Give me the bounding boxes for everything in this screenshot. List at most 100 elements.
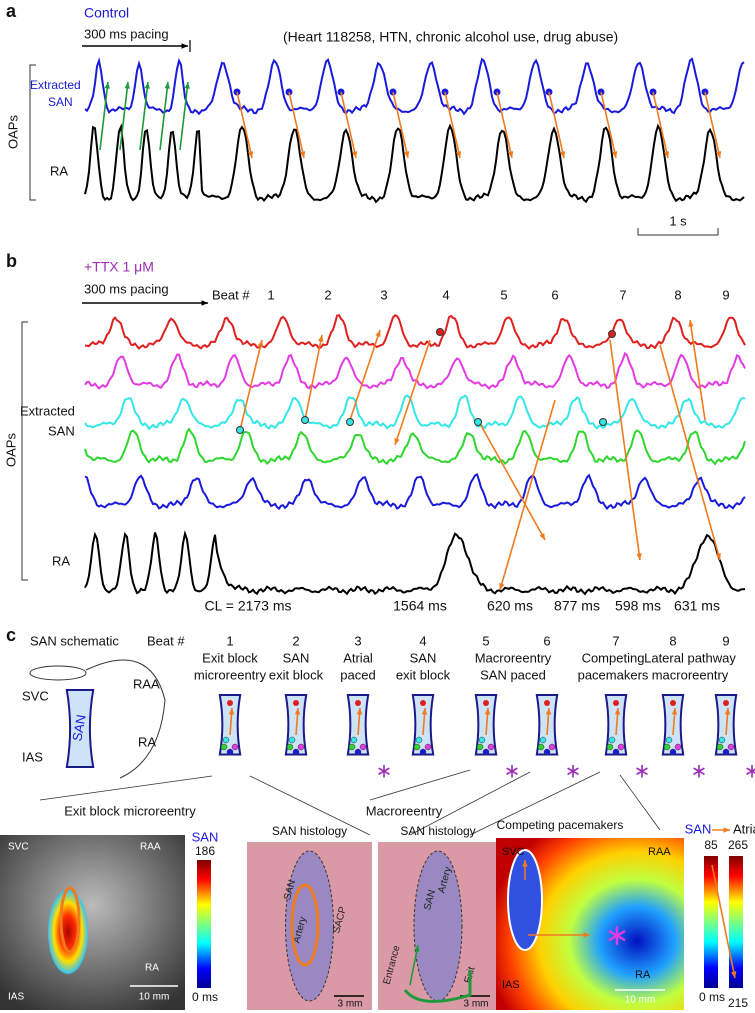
cycle-length: 620 ms <box>487 598 533 614</box>
arrowhead <box>715 553 721 560</box>
asterisk: ∗ <box>565 760 582 782</box>
line <box>499 399 556 591</box>
arrowhead <box>228 708 235 715</box>
label: 3 mm <box>338 999 363 1010</box>
line <box>548 91 565 159</box>
dot <box>718 736 726 744</box>
asterisk: ∗ <box>376 760 393 782</box>
line <box>392 91 409 159</box>
dot <box>420 700 426 706</box>
label: 0 ms <box>699 990 725 1004</box>
arrowhead <box>414 945 420 952</box>
line <box>394 339 431 446</box>
bracket <box>29 64 36 201</box>
arrowhead <box>539 533 545 540</box>
dot <box>674 743 682 751</box>
label: 85 <box>704 838 718 852</box>
line <box>179 81 189 151</box>
label: SAN <box>69 713 88 742</box>
beat-number: 8 <box>669 633 676 648</box>
mechanism: SAN <box>283 650 310 665</box>
san-region <box>413 850 463 1002</box>
dot <box>727 743 735 751</box>
line <box>711 864 736 979</box>
dot <box>220 743 228 751</box>
dot <box>539 736 547 744</box>
dot <box>537 743 545 751</box>
dot <box>599 418 607 426</box>
label: RAA <box>133 676 160 691</box>
beat-number: 7 <box>612 633 619 648</box>
dot <box>723 700 729 706</box>
condition: Control <box>84 5 129 21</box>
dot <box>617 743 625 751</box>
dot <box>236 426 244 434</box>
dot <box>231 743 239 751</box>
line <box>304 334 323 421</box>
beat-number: 4 <box>442 287 449 302</box>
san-region <box>285 850 334 1002</box>
dot <box>355 700 361 706</box>
label: RA <box>145 963 159 974</box>
label: Extracted <box>20 403 75 418</box>
dot <box>722 748 730 756</box>
dot <box>663 743 671 751</box>
arrowhead <box>184 82 190 89</box>
dot <box>350 736 358 744</box>
label: SAN <box>48 95 73 109</box>
dot <box>474 418 482 426</box>
dot <box>613 700 619 706</box>
line <box>236 91 253 159</box>
label: RA <box>635 969 651 981</box>
mechanism: pacemakers <box>578 667 649 682</box>
line <box>369 769 471 801</box>
dot <box>354 748 362 756</box>
label: 10 mm <box>625 995 656 1006</box>
label: RAA <box>140 842 161 853</box>
panel-label: c <box>6 625 16 645</box>
label: SAN <box>192 829 219 844</box>
label: SVC <box>22 688 49 703</box>
beat-number: 5 <box>482 633 489 648</box>
optical-image <box>0 835 185 1010</box>
dot <box>415 736 423 744</box>
cycle-length: 1564 ms <box>393 598 447 614</box>
arrowhead <box>375 330 381 337</box>
beat-number: 1 <box>226 633 233 648</box>
group-label: Exit block microreentry <box>64 803 196 818</box>
mechanism: Macroreentry <box>475 650 552 665</box>
arrowhead <box>164 82 170 89</box>
arrowhead <box>724 708 731 715</box>
asterisk: ∗ <box>744 760 755 782</box>
asterisk: ∗ <box>634 760 651 782</box>
label: SAN histology <box>400 824 475 838</box>
beat-number: 2 <box>324 287 331 302</box>
beat-number: 3 <box>354 633 361 648</box>
arrowhead <box>299 151 306 158</box>
pathway <box>59 886 81 954</box>
condition: +TTX 1 μM <box>84 259 154 275</box>
panel-label: a <box>6 1 17 21</box>
atrium-outline <box>85 659 166 779</box>
line <box>444 91 461 159</box>
dot <box>606 743 614 751</box>
arrowhead <box>394 438 400 445</box>
trace <box>84 530 746 596</box>
beat-number: 4 <box>419 633 426 648</box>
trace <box>84 123 745 204</box>
san-shape <box>65 689 95 768</box>
dot <box>424 743 432 751</box>
line <box>239 339 263 431</box>
arrowhead <box>294 708 301 715</box>
line <box>340 91 357 159</box>
trace <box>84 472 746 511</box>
label: 215 <box>728 996 748 1010</box>
label: (Heart 118258, HTN, chronic alcohol use,… <box>283 29 618 45</box>
arrowhead <box>484 708 491 715</box>
arrowhead <box>356 708 363 715</box>
dot <box>670 700 676 706</box>
dot <box>227 700 233 706</box>
arrowhead <box>559 151 566 158</box>
arrowhead <box>663 151 670 158</box>
